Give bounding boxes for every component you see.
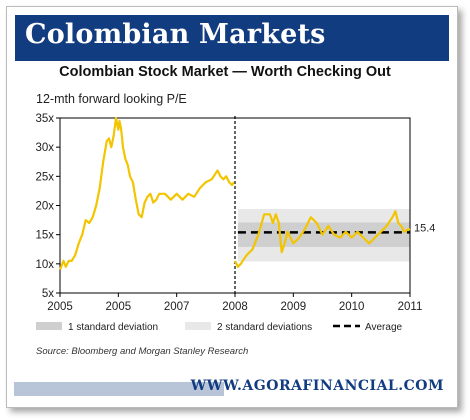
- x-tick-label: 2008: [222, 301, 248, 313]
- footer-site: WWW.AGORAFINANCIAL.COM: [190, 378, 444, 394]
- y-axis-label: 12-mth forward looking P/E: [36, 92, 187, 106]
- pe-series-line-2: [234, 210, 411, 268]
- average-label: 15.4: [414, 222, 435, 234]
- legend-label-sd1: 1 standard deviation: [68, 322, 158, 333]
- x-tick-label: 2009: [281, 301, 307, 313]
- chart-title: Colombian Stock Market — Worth Checking …: [59, 64, 391, 80]
- x-tick-label: 2005: [106, 301, 132, 313]
- x-tick-label: 2005: [47, 301, 73, 313]
- source-note: Source: Bloomberg and Morgan Stanley Res…: [36, 346, 249, 357]
- y-tick-label: 5x: [42, 288, 54, 300]
- footer-rule: [14, 382, 224, 396]
- y-tick-label: 25x: [35, 171, 54, 183]
- title-banner: Colombian Markets: [15, 15, 449, 61]
- y-tick-label: 15x: [35, 230, 54, 242]
- legend-swatch-sd2: [185, 322, 211, 330]
- y-tick-label: 35x: [35, 113, 54, 125]
- banner-title: Colombian Markets: [25, 19, 326, 50]
- band-1sd: [237, 222, 410, 247]
- footer-bar: WWW.AGORAFINANCIAL.COM: [14, 378, 448, 398]
- x-tick-label: 2011: [398, 301, 423, 313]
- legend-label-avg: Average: [365, 322, 403, 333]
- chart-frame: Colombian Markets: [6, 6, 458, 408]
- legend-swatch-sd1: [36, 322, 62, 330]
- y-tick-label: 10x: [35, 259, 54, 271]
- x-tick-label: 2010: [339, 301, 365, 313]
- x-tick-label: 2007: [164, 301, 190, 313]
- y-tick-label: 20x: [35, 201, 54, 213]
- pe-series-line-1: [58, 116, 235, 271]
- y-tick-label: 30x: [35, 142, 54, 154]
- legend-label-sd2: 2 standard deviations: [217, 322, 312, 333]
